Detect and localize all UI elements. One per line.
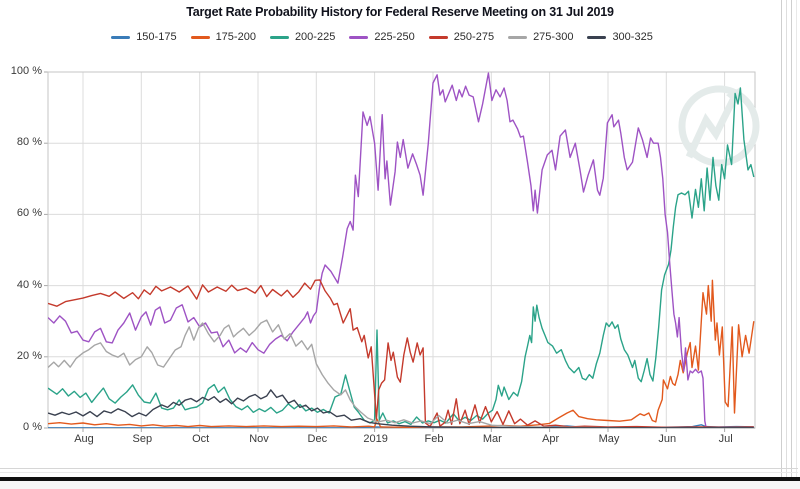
x-axis-tick-label: Nov [249, 433, 269, 445]
panel-border-right-3 [791, 0, 792, 477]
legend-item-300-325[interactable]: 300-325 [587, 31, 653, 43]
legend-swatch-icon [111, 35, 131, 39]
series-line-225-250 [48, 72, 754, 428]
bottom-panel-strip [0, 481, 800, 489]
legend-label: 200-225 [294, 31, 336, 43]
y-axis-tick-label: 60 % [16, 207, 42, 220]
legend: 150-175 175-200 200-225 225-250 250-275 275-3… [0, 31, 764, 43]
legend-swatch-icon [508, 35, 528, 39]
x-axis-tick-label: May [598, 433, 620, 445]
legend-label: 175-200 [215, 31, 256, 43]
legend-label: 225-250 [374, 31, 415, 43]
x-axis-tick-label: Apr [542, 433, 560, 445]
legend-swatch-icon [349, 35, 369, 39]
legend-swatch-icon [587, 35, 607, 39]
x-axis-tick-label: Oct [192, 433, 210, 445]
panel-border-right-4 [796, 0, 797, 477]
y-axis-tick-label: 80 % [16, 136, 42, 149]
x-axis-tick-label: Mar [482, 433, 502, 445]
legend-item-175-200[interactable]: 175-200 [190, 31, 256, 43]
y-axis-tick-label: 40 % [16, 278, 42, 291]
legend-item-250-275[interactable]: 250-275 [428, 31, 495, 43]
x-axis-tick-label: Aug [74, 433, 94, 445]
legend-label: 300-325 [612, 31, 653, 43]
series-line-300-325 [48, 389, 754, 428]
legend-swatch-icon [269, 35, 289, 39]
x-axis-tick-label: Jun [658, 433, 677, 445]
legend-label: 275-300 [533, 31, 574, 43]
legend-item-275-300[interactable]: 275-300 [508, 31, 573, 43]
legend-swatch-icon [428, 35, 448, 39]
bottom-separator [0, 477, 800, 481]
y-axis-tick-label: 0 % [23, 421, 42, 433]
panel-border-bottom-2 [0, 472, 798, 473]
x-axis-tick-label: Dec [307, 433, 328, 445]
y-axis-tick-label: 20 % [16, 349, 42, 362]
legend-item-200-225[interactable]: 200-225 [269, 31, 336, 43]
series-line-200-225 [48, 87, 755, 426]
x-axis-tick-label: Sep [132, 433, 153, 445]
series-line-175-200 [48, 279, 755, 428]
chart-title: Target Rate Probability History for Fede… [186, 5, 614, 19]
legend-item-225-250[interactable]: 225-250 [349, 31, 415, 43]
legend-label: 250-275 [453, 31, 495, 43]
legend-label: 150-175 [136, 31, 177, 43]
series-line-275-300 [48, 319, 754, 428]
panel-border-right-2 [786, 0, 787, 477]
series-line-250-275 [48, 279, 754, 428]
panel-border-bottom-1 [0, 468, 798, 469]
x-axis-tick-label: Jul [718, 433, 733, 445]
panel-border-right-1 [781, 0, 782, 477]
legend-swatch-icon [190, 35, 210, 39]
legend-item-150-175[interactable]: 150-175 [111, 31, 177, 43]
x-axis-tick-label: Feb [424, 433, 444, 445]
y-axis-tick-label: 100 % [10, 65, 42, 77]
x-axis-tick-label: 2019 [363, 433, 388, 445]
